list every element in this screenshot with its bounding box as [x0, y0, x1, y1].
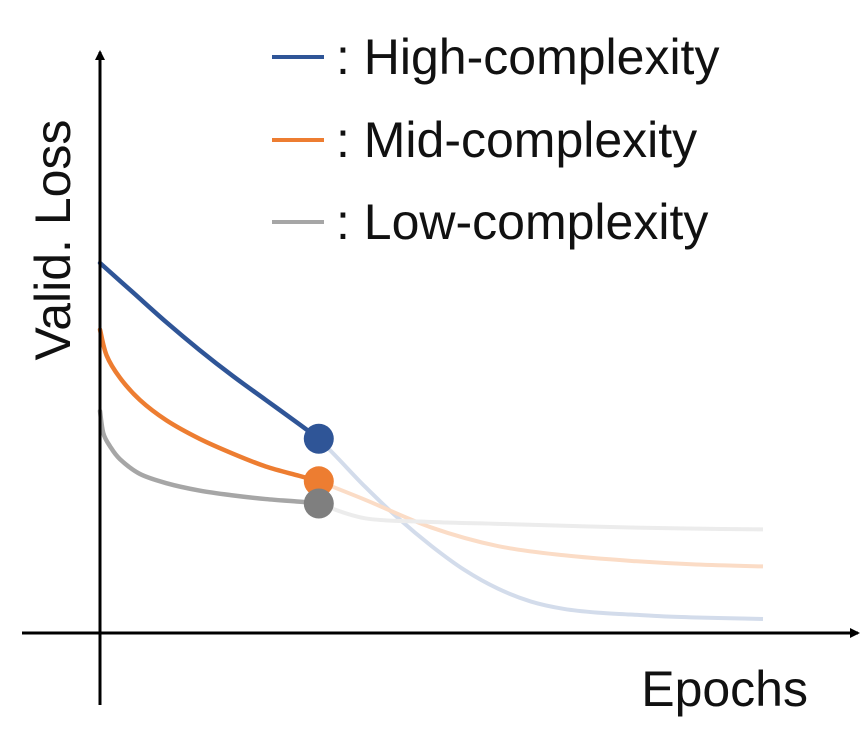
series-low-future-line [318, 501, 764, 532]
legend-entry-high: : High-complexity [272, 29, 719, 85]
marker-low [303, 488, 334, 519]
legend-label-high: : High-complexity [336, 29, 719, 85]
legend-entry-mid: : Mid-complexity [272, 112, 697, 168]
observed-curves [97, 260, 322, 506]
legend-label-mid: : Mid-complexity [336, 112, 697, 168]
legend: : High-complexity : Mid-complexity : Low… [272, 29, 719, 250]
checkpoint-markers [303, 423, 334, 519]
series-high-future-line [317, 437, 764, 621]
series-mid-line [97, 327, 322, 484]
marker-mid [303, 466, 334, 497]
series-high-line [97, 260, 322, 441]
y-axis-label: Valid. Loss [25, 120, 81, 361]
series-low-line [97, 408, 322, 506]
future-curves [317, 437, 764, 621]
legend-entry-low: : Low-complexity [272, 194, 708, 250]
series-mid-future-line [318, 479, 764, 569]
marker-high [303, 423, 334, 454]
x-axis-label: Epochs [641, 661, 808, 717]
legend-label-low: : Low-complexity [336, 194, 708, 250]
